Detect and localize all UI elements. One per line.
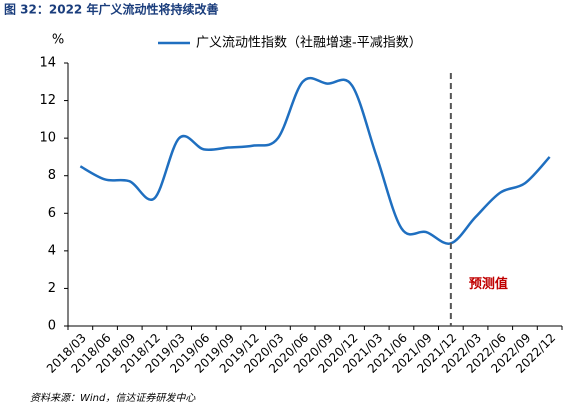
y-tick-label: 0: [48, 319, 56, 334]
y-tick-label: 14: [39, 56, 56, 71]
line-series: [79, 76, 551, 245]
y-tick-label: 6: [48, 206, 56, 221]
legend-label: 广义流动性指数（社融增速-平减指数）: [196, 35, 422, 51]
y-tick-label: 4: [48, 243, 56, 258]
y-tick-label: 12: [39, 93, 56, 108]
y-tick-label: 2: [48, 281, 56, 296]
chart-title: 图 32：2022 年广义流动性将持续改善: [4, 2, 218, 17]
y-tick-label: 10: [39, 131, 56, 146]
source-note: 资料来源：Wind，信达证券研发中心: [30, 392, 196, 404]
y-axis-label: %: [52, 33, 64, 48]
y-tick-label: 8: [48, 168, 56, 183]
annotation: 预测值: [469, 276, 508, 292]
